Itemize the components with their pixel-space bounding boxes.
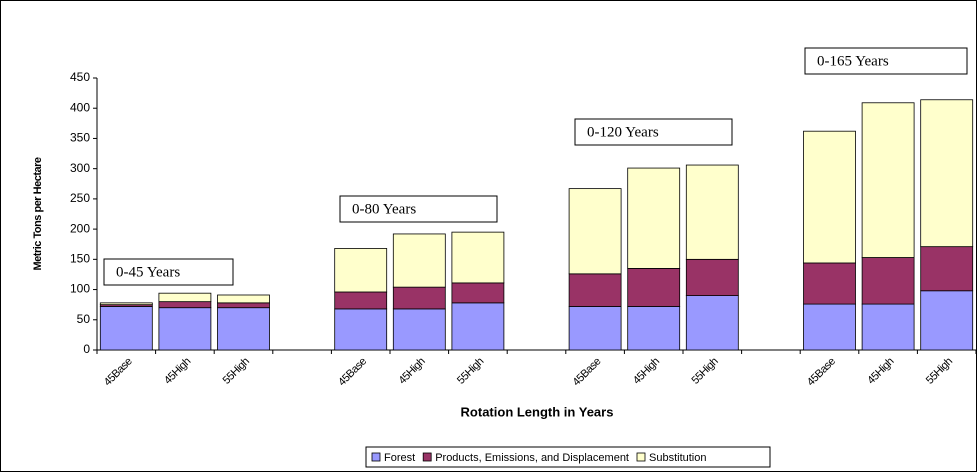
bar-segment: [920, 246, 974, 292]
y-tick-label: 0: [83, 342, 90, 356]
bar-segment: [217, 294, 270, 304]
annotation-box: [804, 47, 968, 75]
bar-segment: [568, 273, 622, 307]
bar-segment: [803, 303, 856, 351]
y-tick-label: 300: [70, 161, 90, 175]
bar-segment: [627, 167, 681, 269]
y-tick-label: 450: [70, 70, 90, 84]
annotation-box: [574, 118, 733, 146]
annotation: 0-120 Years: [587, 124, 659, 140]
bar-segment: [568, 306, 622, 351]
bar-segment: [334, 291, 388, 310]
annotation: 0-80 Years: [352, 201, 416, 217]
annotation-box: [103, 258, 234, 286]
bar-segment: [568, 188, 622, 275]
y-tick-label: 100: [70, 282, 90, 296]
bar-segment: [392, 233, 446, 288]
bar-segment: [158, 292, 212, 303]
legend-box: [365, 446, 771, 468]
y-tick-label: 400: [70, 100, 90, 114]
bar-segment: [451, 231, 505, 284]
y-tick-label: 200: [70, 221, 90, 235]
annotation: 0-165 Years: [817, 53, 889, 69]
bar-segment: [334, 308, 388, 351]
bar-segment: [217, 307, 270, 351]
bar-segment: [334, 248, 388, 293]
y-tick-label: 350: [70, 131, 90, 145]
bar-segment: [392, 286, 446, 310]
bar-segment: [217, 302, 270, 309]
bar-segment: [920, 99, 974, 248]
x-axis-title: Rotation Length in Years: [461, 404, 614, 419]
bar-segment: [685, 164, 739, 260]
y-axis-title: Metric Tons per Hectare: [32, 157, 44, 270]
legend-label: Substitution: [649, 452, 706, 464]
y-tick-label: 50: [77, 312, 91, 326]
bar-segment: [99, 302, 153, 306]
bar-segment: [99, 306, 153, 351]
bar-segment: [861, 102, 915, 258]
legend-swatch: [636, 452, 646, 462]
legend-label: Forest: [384, 452, 415, 464]
legend-label: Products, Emissions, and Displacement: [435, 452, 629, 464]
y-tick-label: 250: [70, 191, 90, 205]
bar-segment: [861, 303, 915, 351]
bar-segment: [451, 282, 505, 304]
bar-segment: [803, 262, 856, 305]
bar-segment: [803, 130, 856, 264]
bar-segment: [451, 302, 505, 351]
bar-segment: [627, 267, 681, 307]
bar-segment: [158, 307, 212, 351]
y-tick-label: 150: [70, 252, 90, 266]
legend-swatch: [371, 452, 381, 462]
legend-swatch: [422, 452, 432, 462]
bar-segment: [627, 306, 681, 351]
annotation-box: [339, 195, 498, 223]
bar-segment: [685, 295, 739, 351]
bar-segment: [158, 301, 212, 309]
bar-segment: [685, 258, 739, 297]
annotation: 0-45 Years: [116, 264, 180, 280]
bar-segment: [920, 290, 974, 351]
bar-segment: [392, 308, 446, 351]
bar-segment: [861, 257, 915, 305]
